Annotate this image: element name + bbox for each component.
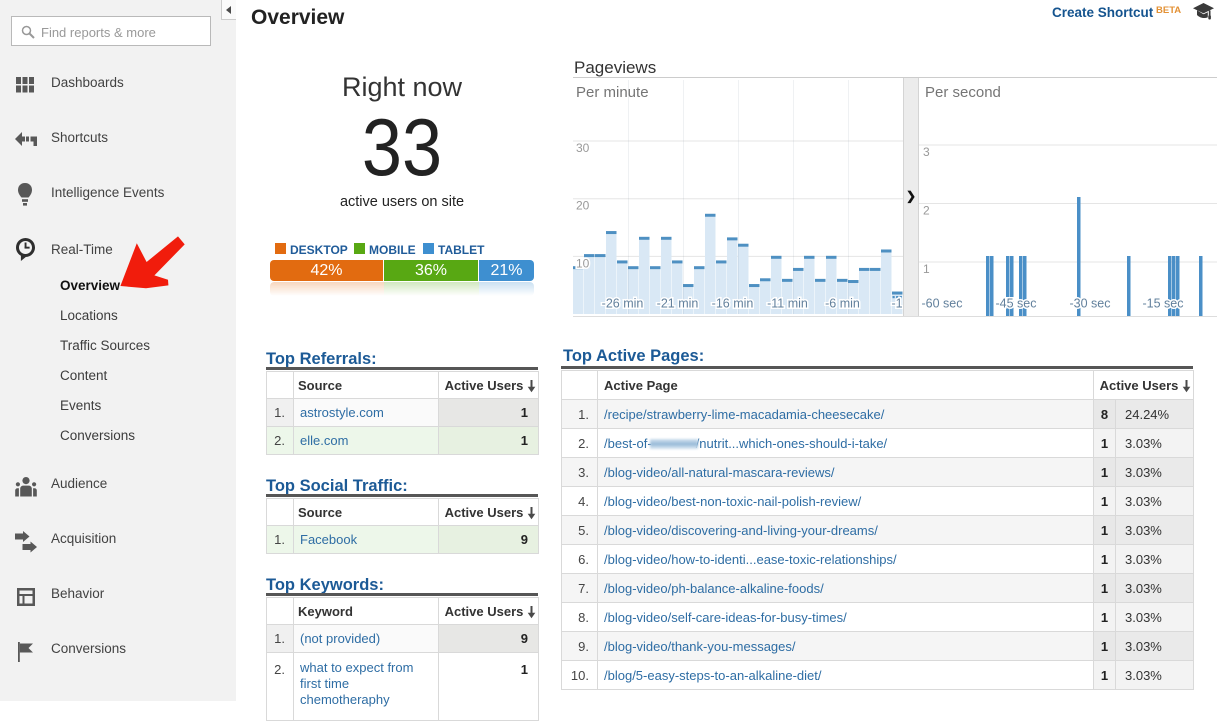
svg-text:-11 min: -11 min	[767, 297, 808, 311]
svg-text:-1: -1	[891, 297, 902, 311]
svg-text:-16 min: -16 min	[712, 297, 754, 311]
svg-text:10: 10	[576, 256, 590, 270]
svg-text:-26 min: -26 min	[602, 297, 644, 311]
svg-text:3: 3	[923, 145, 930, 159]
svg-text:30: 30	[576, 141, 590, 155]
svg-text:-60 sec: -60 sec	[922, 297, 963, 311]
svg-text:-15 sec: -15 sec	[1143, 297, 1184, 311]
svg-text:-21 min: -21 min	[657, 297, 699, 311]
svg-text:20: 20	[576, 199, 590, 213]
svg-text:-6 min: -6 min	[825, 297, 860, 311]
svg-text:Per minute: Per minute	[576, 84, 649, 101]
svg-text:Per second: Per second	[925, 84, 1001, 101]
svg-text:1: 1	[923, 262, 930, 276]
svg-text:-45 sec: -45 sec	[996, 297, 1037, 311]
svg-text:-30 sec: -30 sec	[1070, 297, 1111, 311]
svg-text:2: 2	[923, 204, 930, 218]
